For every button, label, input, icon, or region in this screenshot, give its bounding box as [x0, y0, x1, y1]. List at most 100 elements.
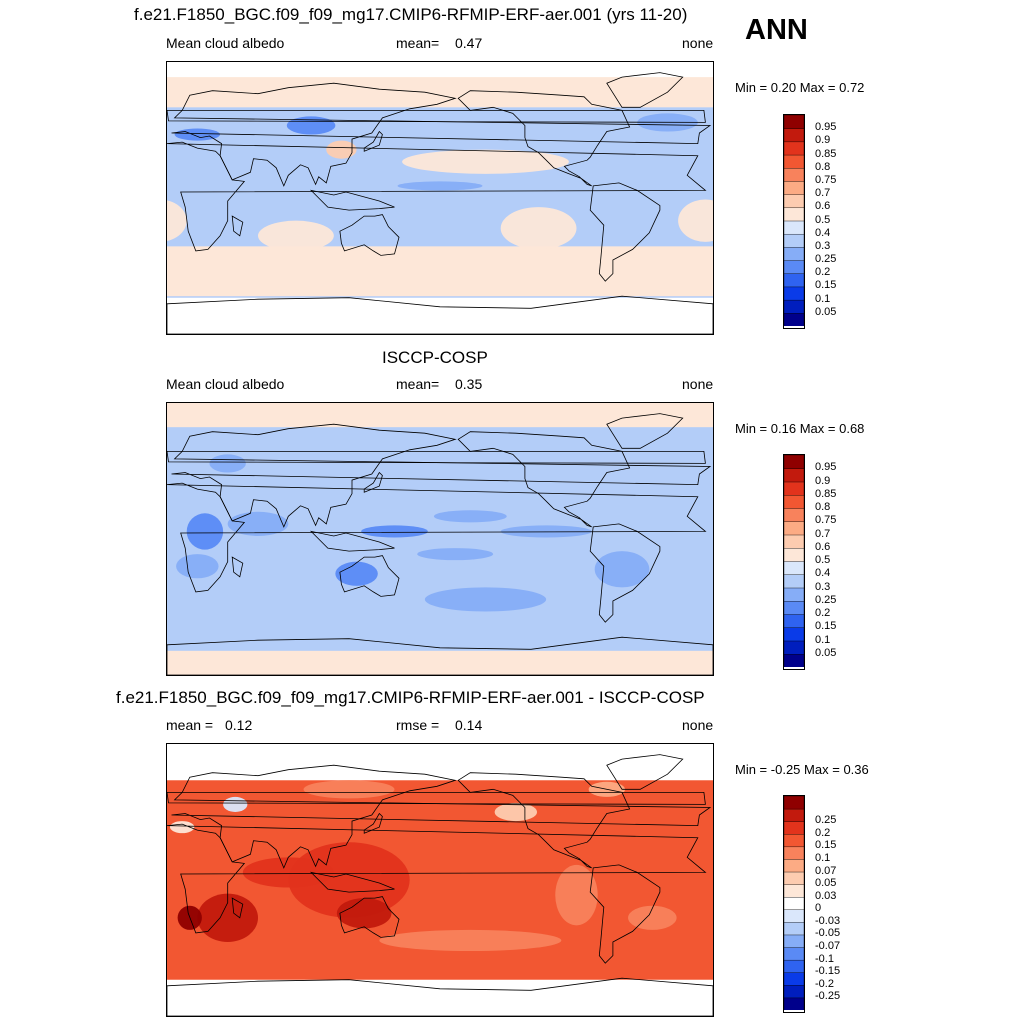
colorbar-segment — [784, 560, 804, 575]
field-band — [167, 403, 713, 428]
field-contour — [335, 561, 378, 586]
panel1-map-svg — [167, 72, 713, 334]
colorbar-tick-label: 0 — [815, 902, 822, 915]
colorbar-segment — [784, 167, 804, 182]
africa-outline — [167, 482, 707, 593]
panel2-left-label: Mean cloud albedo — [166, 376, 285, 392]
panel3-left-label: mean = — [166, 717, 214, 733]
colorbar-segment — [784, 896, 804, 910]
panel2-colorbar — [783, 454, 805, 670]
madagascar-outline — [231, 897, 244, 919]
panel1-min-label: Min = — [735, 80, 768, 95]
colorbar-tick-label: 0.1 — [815, 851, 831, 864]
panel3-stat-value: 0.14 — [455, 717, 483, 733]
panel1-max-value: 0.72 — [839, 80, 865, 95]
colorbar-segment — [784, 959, 804, 973]
colorbar-segment — [784, 455, 804, 469]
field-contour — [361, 525, 428, 538]
colorbar-tick-label: -0.15 — [815, 965, 841, 978]
field-contour — [555, 864, 598, 926]
panel2-map-svg — [167, 403, 713, 675]
colorbar-tick-label: 0.8 — [815, 160, 831, 173]
panel3-min-value: -0.25 — [770, 762, 801, 777]
colorbar-tick-label: 0.25 — [815, 814, 837, 827]
eurasia-outline — [171, 82, 712, 187]
madagascar-outline — [231, 215, 244, 237]
panel1-title: f.e21.F1850_BGC.f09_f09_mg17.CMIP6-RFMIP… — [134, 5, 688, 24]
colorbar-svg — [784, 455, 804, 667]
north-america-outline — [457, 431, 631, 528]
antarctica-outline — [167, 977, 713, 1016]
colorbar-tick-label: 0.4 — [815, 567, 831, 580]
colorbar-segment — [784, 984, 804, 999]
field-background — [167, 403, 713, 675]
colorbar-tick-label: 0.5 — [815, 213, 831, 226]
colorbar-segment — [784, 180, 804, 195]
japan-outline — [363, 812, 383, 834]
colorbar-segment — [784, 547, 804, 562]
colorbar-segment — [784, 833, 804, 848]
field-band — [167, 650, 713, 675]
colorbar-segment — [784, 246, 804, 261]
field-contour — [397, 181, 483, 191]
indonesia-outline — [309, 189, 395, 211]
australia-outline — [339, 214, 400, 256]
antarctica-outline — [167, 636, 713, 675]
field-contour — [628, 905, 677, 930]
panel2-right-label: none — [682, 376, 714, 392]
uk-outline — [167, 451, 706, 464]
japan-outline — [363, 471, 383, 493]
field-contour — [417, 548, 494, 561]
north-america-outline — [457, 90, 631, 187]
colorbar-tick-label: 0.7 — [815, 187, 831, 200]
colorbar-segment — [784, 934, 804, 948]
colorbar-segment — [784, 141, 804, 156]
field-contour — [433, 510, 507, 523]
colorbar-tick-label: 0.2 — [815, 266, 831, 279]
colorbar-tick-label: 0.7 — [815, 527, 831, 540]
colorbar-segment — [784, 468, 804, 483]
panel1-right-label: none — [682, 35, 714, 51]
colorbar-segment — [784, 653, 804, 667]
panel1-left-label: Mean cloud albedo — [166, 35, 285, 51]
colorbar-segment — [784, 808, 804, 822]
colorbar-tick-label: 0.2 — [815, 826, 831, 839]
colorbar-segment — [784, 507, 804, 522]
colorbar-tick-label: 0.9 — [815, 134, 831, 147]
colorbar-segment — [784, 154, 804, 169]
field-contour — [170, 821, 195, 834]
field-contour — [223, 796, 248, 812]
colorbar-tick-label: -0.25 — [815, 990, 841, 1003]
colorbar-tick-label: 0.4 — [815, 226, 831, 239]
colorbar-segment — [784, 193, 804, 209]
colorbar-tick-label: 0.6 — [815, 200, 831, 213]
colorbar-tick-label: 0.15 — [815, 839, 837, 852]
panel1-colorbar — [783, 114, 805, 329]
colorbar-segment — [784, 259, 804, 274]
colorbar-tick-label: 0.3 — [815, 580, 831, 593]
north-america-outline — [457, 772, 631, 869]
panel3-map — [166, 743, 714, 1017]
colorbar-tick-label: 0.25 — [815, 253, 837, 266]
field-contour — [326, 140, 357, 159]
colorbar-segment — [784, 613, 804, 628]
africa-outline — [167, 141, 707, 252]
panel3-min-label: Min = — [735, 762, 768, 777]
panel1-stat-label: mean= — [396, 35, 440, 51]
colorbar-segment — [784, 627, 804, 642]
field-contour — [336, 898, 392, 929]
colorbar-segment — [784, 871, 804, 885]
colorbar-tick-label: 0.95 — [815, 121, 837, 134]
south-america-outline — [589, 523, 661, 623]
panel2-map — [166, 402, 714, 676]
panel3-colorbar — [783, 795, 805, 1013]
panel1-max-label: Max = — [799, 80, 836, 95]
field-contour — [303, 780, 395, 799]
madagascar-outline — [231, 556, 244, 578]
colorbar-segment — [784, 220, 804, 235]
colorbar-segment — [784, 299, 804, 314]
colorbar-tick-label: -0.03 — [815, 914, 841, 927]
field-band — [167, 77, 713, 108]
field-contour — [494, 802, 538, 822]
panel2-stat-label: mean= — [396, 376, 440, 392]
